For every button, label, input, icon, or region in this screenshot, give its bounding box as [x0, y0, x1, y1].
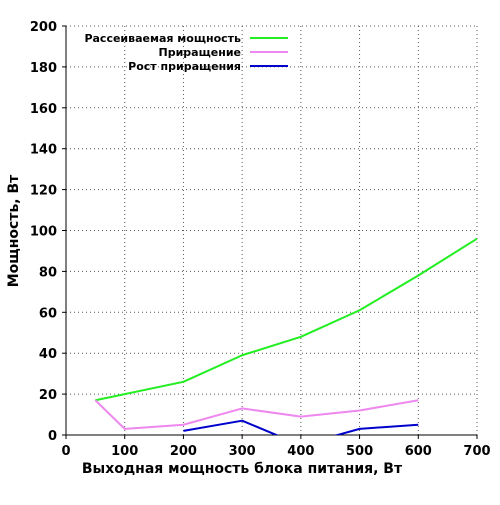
y-tick-label: 20 — [39, 388, 57, 403]
y-tick-label: 0 — [48, 429, 57, 444]
y-tick-label: 120 — [30, 184, 57, 199]
legend-label-2: Приращение — [159, 46, 241, 59]
x-tick-label: 0 — [61, 444, 70, 459]
series-line-3 — [183, 419, 419, 435]
x-tick-label: 200 — [170, 444, 197, 459]
y-tick-label: 180 — [30, 61, 57, 76]
x-tick-label: 300 — [229, 444, 256, 459]
y-tick-label: 100 — [30, 225, 57, 240]
y-tick-label: 80 — [39, 265, 57, 280]
y-tick-label: 160 — [30, 102, 57, 117]
legend-label-3: Рост приращения — [128, 60, 241, 73]
y-tick-label: 140 — [30, 143, 57, 158]
series-line-1 — [95, 237, 477, 402]
legend-label-1: Рассеиваемая мощность — [84, 32, 241, 45]
axes: 0 100 200 300 400 500 600 700 0 20 40 60 80 100 120 140… — [30, 20, 491, 459]
x-tick-label: 400 — [287, 444, 314, 459]
x-axis-title: Выходная мощность блока питания, Вт — [82, 461, 403, 477]
grid — [66, 25, 478, 435]
y-tick-label: 200 — [30, 20, 57, 35]
x-tick-label: 600 — [405, 444, 432, 459]
x-tick-label: 500 — [346, 444, 373, 459]
series-layer — [94, 237, 477, 435]
y-axis-title: Мощность, Вт — [6, 174, 22, 287]
y-tick-label: 60 — [39, 306, 57, 321]
series-line-2 — [94, 399, 419, 430]
x-tick-label: 100 — [111, 444, 138, 459]
x-tick-label: 700 — [463, 444, 490, 459]
y-tick-label: 40 — [39, 347, 57, 362]
